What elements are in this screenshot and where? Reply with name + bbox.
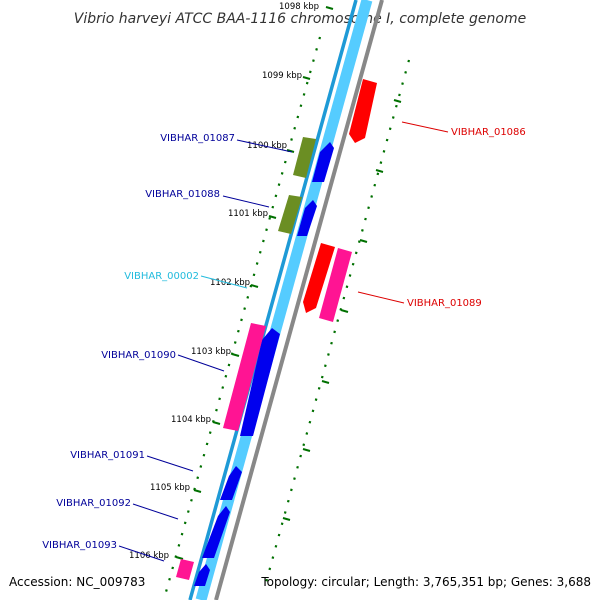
gene-feature-01086	[349, 79, 377, 143]
gene-label-01087[interactable]: VIBHAR_01087	[160, 133, 293, 153]
outer-ruler-left	[164, 36, 322, 593]
gene-feature-01087	[293, 137, 316, 178]
tick-label: 1105 kbp	[150, 483, 190, 493]
gene-label-01091[interactable]: VIBHAR_01091	[70, 450, 194, 472]
tick-label: 1101 kbp	[228, 209, 268, 219]
cds-feature	[194, 564, 210, 586]
tick-label: 1099 kbp	[262, 71, 302, 81]
tick-label: 1102 kbp	[210, 278, 250, 288]
tick-label: 1104 kbp	[171, 415, 211, 425]
gene-label-01086[interactable]: VIBHAR_01086	[401, 121, 526, 138]
tick-1101: 1101 kbp	[228, 209, 277, 219]
gene-label-01089[interactable]: VIBHAR_01089	[357, 291, 482, 309]
pink-features	[176, 248, 352, 580]
cds-features	[194, 142, 334, 586]
gene-feature-01089-red	[303, 243, 335, 313]
cds-feature	[240, 328, 280, 436]
tick-1102: 1102 kbp	[210, 278, 259, 288]
gene-label-text[interactable]: VIBHAR_01090	[101, 350, 176, 361]
tick-label: 1098 kbp	[279, 2, 319, 12]
gene-feature-01093	[176, 559, 194, 580]
gene-label-00002[interactable]: VIBHAR_00002	[124, 271, 248, 289]
gene-label-01093[interactable]: VIBHAR_01093	[42, 540, 165, 562]
gene-label-text[interactable]: VIBHAR_01088	[145, 189, 220, 200]
gene-label-01090[interactable]: VIBHAR_01090	[101, 350, 225, 372]
tick-label: 1100 kbp	[247, 141, 287, 151]
gene-label-text[interactable]: VIBHAR_00002	[124, 271, 199, 282]
gene-label-text[interactable]: VIBHAR_01093	[42, 540, 117, 551]
topology-text: Topology: circular; Length: 3,765,351 bp…	[260, 575, 591, 589]
olive-features	[278, 137, 316, 234]
gene-label-text[interactable]: VIBHAR_01089	[407, 298, 482, 309]
gene-labels: VIBHAR_01086 VIBHAR_01087 VIBHAR_01088 V…	[42, 121, 526, 562]
gene-label-text[interactable]: VIBHAR_01091	[70, 450, 145, 461]
tick-1100: 1100 kbp	[247, 141, 295, 153]
tick-1098: 1098 kbp	[279, 2, 334, 12]
tick-1104: 1104 kbp	[171, 415, 221, 425]
map-title: Vibrio harveyi ATCC BAA-1116 chromosome …	[74, 11, 526, 27]
tick-label: 1103 kbp	[191, 347, 231, 357]
gene-label-text[interactable]: VIBHAR_01087	[160, 133, 235, 144]
tick-1103: 1103 kbp	[191, 347, 240, 357]
cds-feature	[312, 142, 334, 182]
cds-feature	[297, 200, 317, 236]
cds-feature	[202, 506, 230, 558]
gene-label-01092[interactable]: VIBHAR_01092	[56, 498, 179, 520]
tick-1099: 1099 kbp	[262, 71, 311, 81]
accession-text: Accession: NC_009783	[9, 575, 145, 589]
red-features	[303, 79, 377, 313]
gene-feature-01090	[223, 323, 266, 431]
kbp-ticks: 1098 kbp 1099 kbp 1100 kbp 1101 kbp 1102…	[129, 2, 402, 561]
gene-label-text[interactable]: VIBHAR_01086	[451, 127, 526, 138]
gene-feature-01089-pink	[319, 248, 352, 322]
gene-label-text[interactable]: VIBHAR_01092	[56, 498, 131, 509]
outer-ruler-right	[262, 59, 411, 591]
tick-1105: 1105 kbp	[150, 483, 202, 493]
cds-feature	[220, 466, 242, 500]
gene-feature-01088	[278, 195, 302, 234]
chromosome-backbone	[188, 0, 384, 600]
gene-label-01088[interactable]: VIBHAR_01088	[145, 189, 270, 208]
